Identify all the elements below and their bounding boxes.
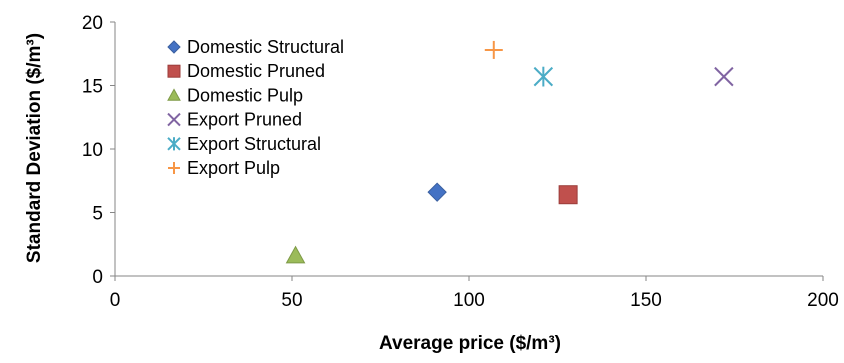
x-axis-title: Average price ($/m³) — [379, 333, 561, 354]
x-tick-label: 100 — [453, 290, 485, 311]
axes — [110, 21, 824, 281]
legend-item: Export Pulp — [168, 158, 280, 178]
data-point — [484, 40, 503, 59]
tick-labels: 0 50 100 150 200 0 5 10 15 20 — [82, 13, 839, 311]
legend-label: Domestic Pruned — [187, 61, 325, 81]
legend-marker — [167, 40, 181, 54]
legend-marker — [167, 88, 181, 101]
legend-label: Domestic Structural — [187, 37, 344, 57]
legend-item: Domestic Pulp — [167, 85, 303, 105]
y-tick-label: 0 — [92, 267, 103, 288]
data-point — [427, 182, 447, 202]
legend-label: Export Structural — [187, 134, 321, 154]
y-tick-label: 20 — [82, 13, 103, 34]
y-tick-label: 5 — [92, 204, 103, 225]
data-point — [285, 245, 306, 264]
y-tick-label: 15 — [82, 77, 103, 98]
legend-label: Export Pulp — [187, 158, 280, 178]
legend-marker — [167, 64, 181, 78]
legend-label: Export Pruned — [187, 110, 302, 130]
y-axis-title: Standard Deviation ($/m³) — [24, 33, 45, 263]
data-point — [714, 66, 734, 87]
legend-item: Export Structural — [167, 134, 321, 154]
legend-label: Domestic Pulp — [187, 85, 303, 105]
y-tick-label: 10 — [82, 140, 103, 161]
x-tick-label: 50 — [281, 290, 302, 311]
legend-marker — [167, 112, 181, 127]
data-points — [285, 40, 734, 264]
x-tick-label: 150 — [630, 290, 662, 311]
legend-item: Export Pruned — [167, 110, 302, 130]
legend-marker — [167, 137, 181, 151]
legend: Domestic Structural Domestic Pruned Domest… — [167, 37, 344, 178]
x-tick-label: 0 — [110, 290, 121, 311]
legend-item: Domestic Pruned — [167, 61, 325, 81]
legend-marker — [168, 162, 180, 174]
legend-item: Domestic Structural — [167, 37, 344, 57]
data-point — [558, 185, 578, 205]
x-tick-label: 200 — [807, 290, 839, 311]
data-point — [533, 66, 554, 87]
